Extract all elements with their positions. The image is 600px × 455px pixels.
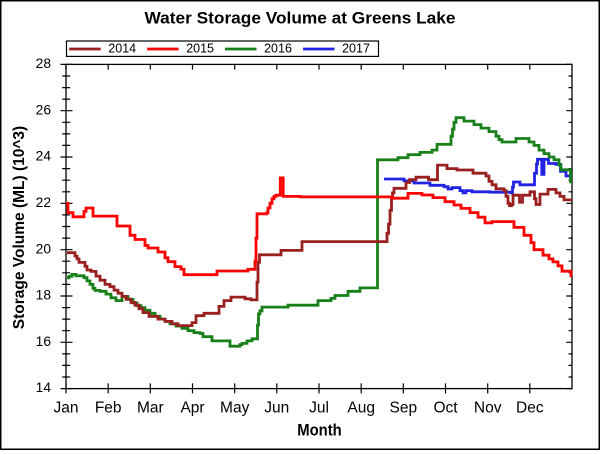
svg-text:Sep: Sep (390, 400, 418, 417)
svg-text:Oct: Oct (433, 400, 458, 417)
svg-text:Nov: Nov (474, 400, 502, 417)
svg-text:Mar: Mar (137, 400, 164, 417)
svg-text:22: 22 (36, 195, 51, 210)
svg-text:16: 16 (36, 334, 52, 349)
svg-text:Feb: Feb (95, 400, 122, 417)
svg-text:14: 14 (36, 380, 52, 395)
svg-text:May: May (220, 400, 250, 417)
svg-text:28: 28 (36, 56, 52, 71)
svg-text:Jul: Jul (309, 400, 329, 417)
svg-text:Month: Month (297, 422, 342, 440)
svg-text:Storage Volume (ML) (10^3): Storage Volume (ML) (10^3) (11, 126, 28, 329)
svg-text:Dec: Dec (516, 400, 544, 417)
svg-text:Water Storage Volume at Greens: Water Storage Volume at Greens Lake (145, 9, 456, 28)
svg-text:18: 18 (36, 288, 52, 303)
svg-text:Jan: Jan (54, 400, 79, 417)
svg-text:2015: 2015 (186, 42, 214, 56)
svg-text:2016: 2016 (264, 42, 292, 56)
svg-text:2017: 2017 (342, 42, 370, 56)
svg-text:Aug: Aug (347, 400, 375, 417)
svg-text:24: 24 (36, 149, 52, 164)
svg-text:Apr: Apr (180, 400, 204, 417)
svg-text:2014: 2014 (108, 42, 136, 56)
svg-text:Jun: Jun (264, 400, 289, 417)
svg-text:20: 20 (36, 241, 52, 256)
svg-text:26: 26 (36, 102, 52, 117)
